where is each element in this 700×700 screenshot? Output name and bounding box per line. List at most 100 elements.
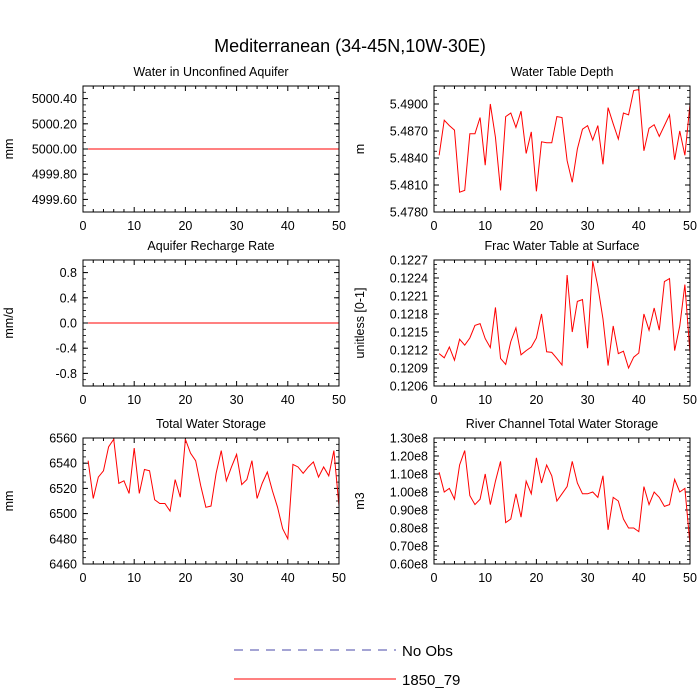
frac-water-table-xtick-label: 40 [632, 393, 646, 407]
recharge-rate-xtick-label: 40 [281, 393, 295, 407]
total-water-storage-title: Total Water Storage [156, 417, 266, 431]
frac-water-table-ytick-label: 0.1224 [390, 272, 428, 286]
panel-recharge-rate: Aquifer Recharge Rate mm/d 0 10 20 30 40 50 0.8 0… [2, 239, 346, 407]
frac-water-table-xtick-label: 50 [683, 393, 697, 407]
river-channel-storage-xtick-label: 0 [431, 571, 438, 585]
legend: No Obs 1850_79 [234, 643, 460, 689]
river-channel-storage-series-line [438, 450, 690, 545]
frac-water-table-ytick-label: 0.1206 [390, 380, 428, 394]
panel-river-channel-storage: River Channel Total Water Storage m3 0 10 20… [353, 417, 697, 585]
total-water-storage-series-line [87, 438, 339, 541]
aquifer-water-frame [82, 85, 340, 213]
water-table-depth-ytick-label: 5.4870 [390, 125, 428, 139]
total-water-storage-xtick-label: 50 [332, 571, 346, 585]
river-channel-storage-xtick-label: 40 [632, 571, 646, 585]
frac-water-table-series-line [438, 261, 690, 370]
water-table-depth-ylabel: m [353, 144, 367, 154]
total-water-storage-xtick-label: 20 [178, 571, 192, 585]
recharge-rate-xtick-label: 50 [332, 393, 346, 407]
total-water-storage-frame [82, 437, 340, 565]
recharge-rate-ytick-label: -0.4 [55, 342, 77, 356]
aquifer-water-ytick-label: 5000.20 [32, 117, 77, 131]
aquifer-water-xtick-label: 0 [80, 219, 87, 233]
total-water-storage-ytick-label: 6520 [49, 482, 77, 496]
aquifer-water-xtick-label: 50 [332, 219, 346, 233]
river-channel-storage-ytick-label: 0.70e8 [390, 540, 428, 554]
river-channel-storage-xtick-label: 10 [478, 571, 492, 585]
frac-water-table-xtick-label: 0 [431, 393, 438, 407]
total-water-storage-ytick-label: 6460 [49, 558, 77, 572]
water-table-depth-series-line [438, 89, 690, 193]
water-table-depth-xtick-label: 10 [478, 219, 492, 233]
river-channel-storage-ytick-label: 1.30e8 [390, 432, 428, 446]
panel-water-table-depth: Water Table Depth m 0 10 20 30 40 50 5.4900 5.487… [353, 65, 697, 233]
legend-no-obs-label: No Obs [402, 643, 453, 660]
panel-aquifer-water: Water in Unconfined Aquifer mm 0 10 20 30 40 50… [2, 65, 346, 233]
recharge-rate-ytick-label: 0.8 [60, 266, 77, 280]
frac-water-table-title: Frac Water Table at Surface [485, 239, 640, 253]
aquifer-water-xtick-label: 10 [127, 219, 141, 233]
recharge-rate-xtick-label: 30 [230, 393, 244, 407]
frac-water-table-frame [433, 259, 691, 387]
water-table-depth-title: Water Table Depth [511, 65, 614, 79]
panel-frac-water-table: Frac Water Table at Surface unitless [0-1… [353, 239, 697, 407]
water-table-depth-ytick-label: 5.4900 [390, 98, 428, 112]
aquifer-water-ytick-label: 4999.60 [32, 193, 77, 207]
river-channel-storage-ytick-label: 1.20e8 [390, 450, 428, 464]
river-channel-storage-ytick-label: 0.80e8 [390, 522, 428, 536]
frac-water-table-ytick-label: 0.1227 [390, 254, 428, 268]
recharge-rate-ytick-label: 0.4 [60, 291, 77, 305]
water-table-depth-frame [433, 85, 691, 213]
river-channel-storage-title: River Channel Total Water Storage [466, 417, 659, 431]
river-channel-storage-xtick-label: 20 [529, 571, 543, 585]
recharge-rate-xtick-label: 20 [178, 393, 192, 407]
water-table-depth-xtick-label: 30 [581, 219, 595, 233]
figure-title: Mediterranean (34-45N,10W-30E) [214, 36, 486, 56]
aquifer-water-xtick-label: 20 [178, 219, 192, 233]
aquifer-water-xtick-label: 40 [281, 219, 295, 233]
recharge-rate-title: Aquifer Recharge Rate [147, 239, 274, 253]
panel-total-water-storage: Total Water Storage mm 0 10 20 30 40 50 6560 6540… [2, 417, 346, 585]
total-water-storage-ytick-label: 6480 [49, 532, 77, 546]
water-table-depth-ytick-label: 5.4810 [390, 179, 428, 193]
total-water-storage-ytick-label: 6500 [49, 507, 77, 521]
frac-water-table-ytick-label: 0.1209 [390, 362, 428, 376]
recharge-rate-xtick-label: 10 [127, 393, 141, 407]
water-table-depth-ytick-label: 5.4840 [390, 152, 428, 166]
total-water-storage-xtick-label: 40 [281, 571, 295, 585]
aquifer-water-ylabel: mm [2, 139, 16, 160]
river-channel-storage-xtick-label: 50 [683, 571, 697, 585]
river-channel-storage-frame [433, 437, 691, 565]
river-channel-storage-ytick-label: 0.90e8 [390, 504, 428, 518]
panels: Water in Unconfined Aquifer mm 0 10 20 30 40 50… [2, 65, 697, 585]
frac-water-table-xtick-label: 20 [529, 393, 543, 407]
frac-water-table-ytick-label: 0.1221 [390, 290, 428, 304]
frac-water-table-ytick-label: 0.1218 [390, 308, 428, 322]
water-table-depth-xtick-label: 50 [683, 219, 697, 233]
water-table-depth-xtick-label: 0 [431, 219, 438, 233]
total-water-storage-ytick-label: 6560 [49, 432, 77, 446]
water-table-depth-xtick-label: 40 [632, 219, 646, 233]
river-channel-storage-ytick-label: 0.60e8 [390, 558, 428, 572]
water-table-depth-ytick-label: 5.4780 [390, 206, 428, 220]
aquifer-water-title: Water in Unconfined Aquifer [133, 65, 288, 79]
recharge-rate-xtick-label: 0 [80, 393, 87, 407]
river-channel-storage-ylabel: m3 [353, 492, 367, 509]
total-water-storage-xtick-label: 10 [127, 571, 141, 585]
total-water-storage-xtick-label: 0 [80, 571, 87, 585]
frac-water-table-xtick-label: 10 [478, 393, 492, 407]
recharge-rate-frame [82, 259, 340, 387]
river-channel-storage-ytick-label: 1.10e8 [390, 468, 428, 482]
recharge-rate-ytick-label: 0.0 [60, 317, 77, 331]
frac-water-table-ytick-label: 0.1215 [390, 326, 428, 340]
aquifer-water-ytick-label: 5000.00 [32, 143, 77, 157]
aquifer-water-ytick-label: 5000.40 [32, 92, 77, 106]
legend-1850-79-label: 1850_79 [402, 672, 460, 689]
recharge-rate-ytick-label: -0.8 [55, 367, 77, 381]
total-water-storage-ytick-label: 6540 [49, 457, 77, 471]
river-channel-storage-ytick-label: 1.00e8 [390, 486, 428, 500]
total-water-storage-xtick-label: 30 [230, 571, 244, 585]
frac-water-table-ytick-label: 0.1212 [390, 344, 428, 358]
frac-water-table-xtick-label: 30 [581, 393, 595, 407]
